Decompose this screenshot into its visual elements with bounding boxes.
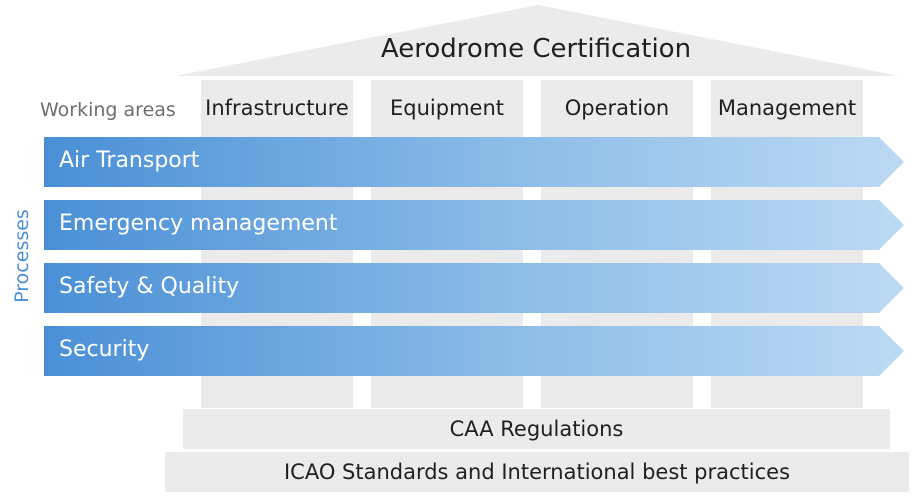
pillar-label-equipment: Equipment xyxy=(390,96,504,120)
foundation-caa-regulations: CAA Regulations xyxy=(183,409,890,449)
process-band-security: Security xyxy=(44,326,904,376)
arrow-shape xyxy=(44,200,904,250)
pillar-label-infrastructure: Infrastructure xyxy=(205,96,349,120)
arrow-shape xyxy=(44,326,904,376)
diagram-title: Aerodrome Certification xyxy=(380,34,692,64)
process-label-emergency-management: Emergency management xyxy=(59,211,338,236)
process-label-security: Security xyxy=(59,337,150,362)
process-label-safety-quality: Safety & Quality xyxy=(59,274,240,299)
pillar-label-management: Management xyxy=(717,96,857,120)
arrow-shape xyxy=(44,137,904,187)
pillar-label-operation: Operation xyxy=(564,96,670,120)
process-band-air-transport: Air Transport xyxy=(44,137,904,187)
arrow-shape xyxy=(44,263,904,313)
working-areas-label: Working areas xyxy=(40,99,176,121)
process-label-air-transport: Air Transport xyxy=(59,148,200,173)
processes-label: Processes xyxy=(11,209,33,303)
foundation-icao-standards: ICAO Standards and International best pr… xyxy=(165,452,909,492)
process-band-safety-quality: Safety & Quality xyxy=(44,263,904,313)
process-band-emergency-management: Emergency management xyxy=(44,200,904,250)
roof-shape xyxy=(175,5,900,76)
